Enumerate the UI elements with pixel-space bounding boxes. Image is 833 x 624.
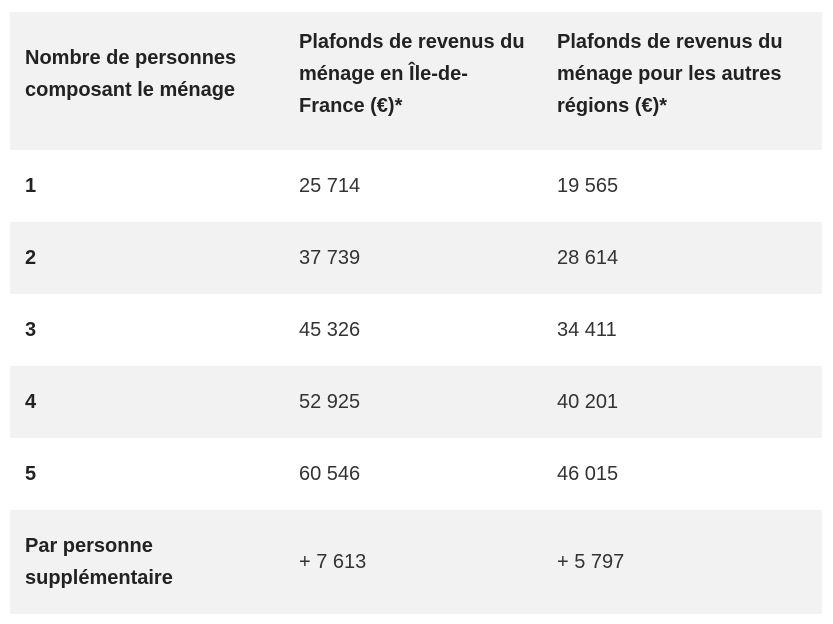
row-household-size: 5: [25, 463, 37, 485]
row-household-size: 3: [25, 319, 37, 341]
table-row: 3 45 326 34 411: [10, 294, 822, 366]
header-idf-ceiling: Plafonds de revenus du ménage en Île-de-…: [299, 31, 525, 117]
row-other-value: 28 614: [557, 247, 619, 269]
row-idf-value: 45 326: [299, 319, 361, 341]
income-ceiling-table: Nombre de personnes composant le ménage …: [10, 12, 822, 614]
row-other-value: 46 015: [557, 463, 619, 485]
row-idf-value: 52 925: [299, 391, 361, 413]
header-other-regions-ceiling: Plafonds de revenus du ménage pour les a…: [557, 31, 783, 117]
table-row: 4 52 925 40 201: [10, 366, 822, 438]
row-other-value: + 5 797: [557, 551, 625, 573]
row-household-size: 1: [25, 175, 37, 197]
row-idf-value: 37 739: [299, 247, 361, 269]
row-other-value: 19 565: [557, 175, 619, 197]
row-idf-value: 25 714: [299, 175, 361, 197]
table-row: 5 60 546 46 015: [10, 438, 822, 510]
row-other-value: 34 411: [557, 319, 617, 341]
table-header-row: Nombre de personnes composant le ménage …: [10, 12, 822, 150]
row-idf-value: 60 546: [299, 463, 361, 485]
row-household-size: 2: [25, 247, 37, 269]
row-household-size: Par personne supplémentaire: [25, 535, 173, 589]
table-row: Par personne supplémentaire + 7 613 + 5 …: [10, 510, 822, 614]
header-household-size: Nombre de personnes composant le ménage: [25, 47, 237, 101]
row-household-size: 4: [25, 391, 37, 413]
row-other-value: 40 201: [557, 391, 619, 413]
table-row: 1 25 714 19 565: [10, 150, 822, 222]
table-row: 2 37 739 28 614: [10, 222, 822, 294]
row-idf-value: + 7 613: [299, 551, 367, 573]
